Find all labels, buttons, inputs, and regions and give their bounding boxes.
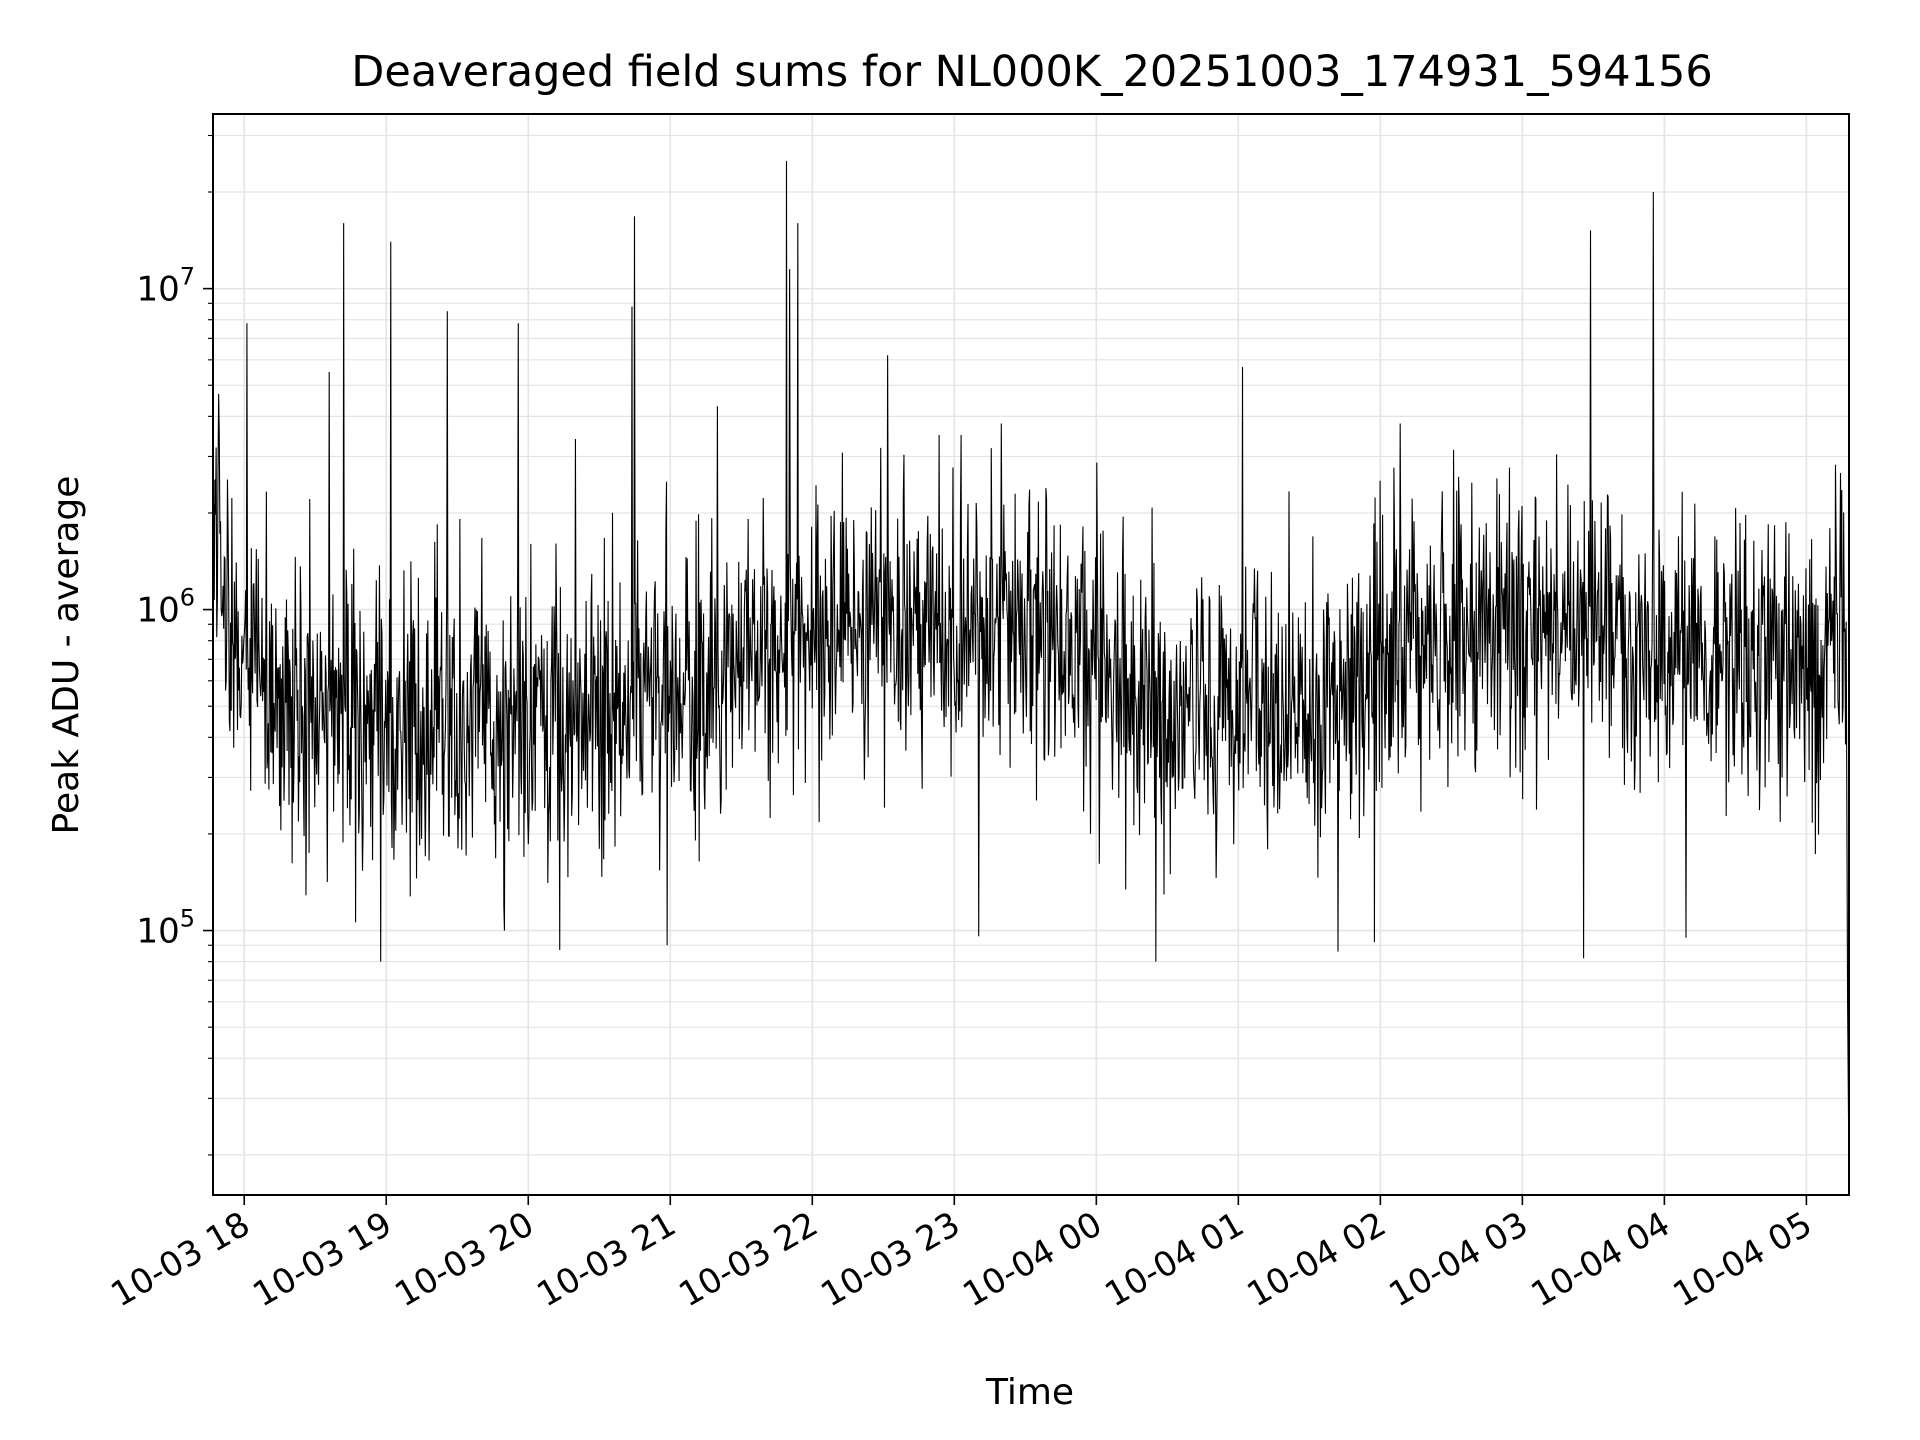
x-axis-label: Time [985,1372,1074,1413]
y-tick-label: 105 [136,905,195,952]
y-tick-label: 106 [136,584,195,631]
y-tick-base: 10 [136,591,179,631]
data-series [212,160,1850,1178]
y-tick-base: 10 [136,912,179,952]
y-tick-exponent: 6 [180,584,195,612]
y-tick-exponent: 7 [180,263,195,291]
y-axis-label: Peak ADU - average [46,476,87,835]
plot-frame [212,113,1850,1196]
y-tick-label: 107 [136,263,195,310]
chart-title: Deaveraged field sums for NL000K_2025100… [351,47,1712,97]
series-line [212,160,1850,1178]
y-tick-exponent: 5 [180,905,195,933]
y-tick-base: 10 [136,270,179,310]
